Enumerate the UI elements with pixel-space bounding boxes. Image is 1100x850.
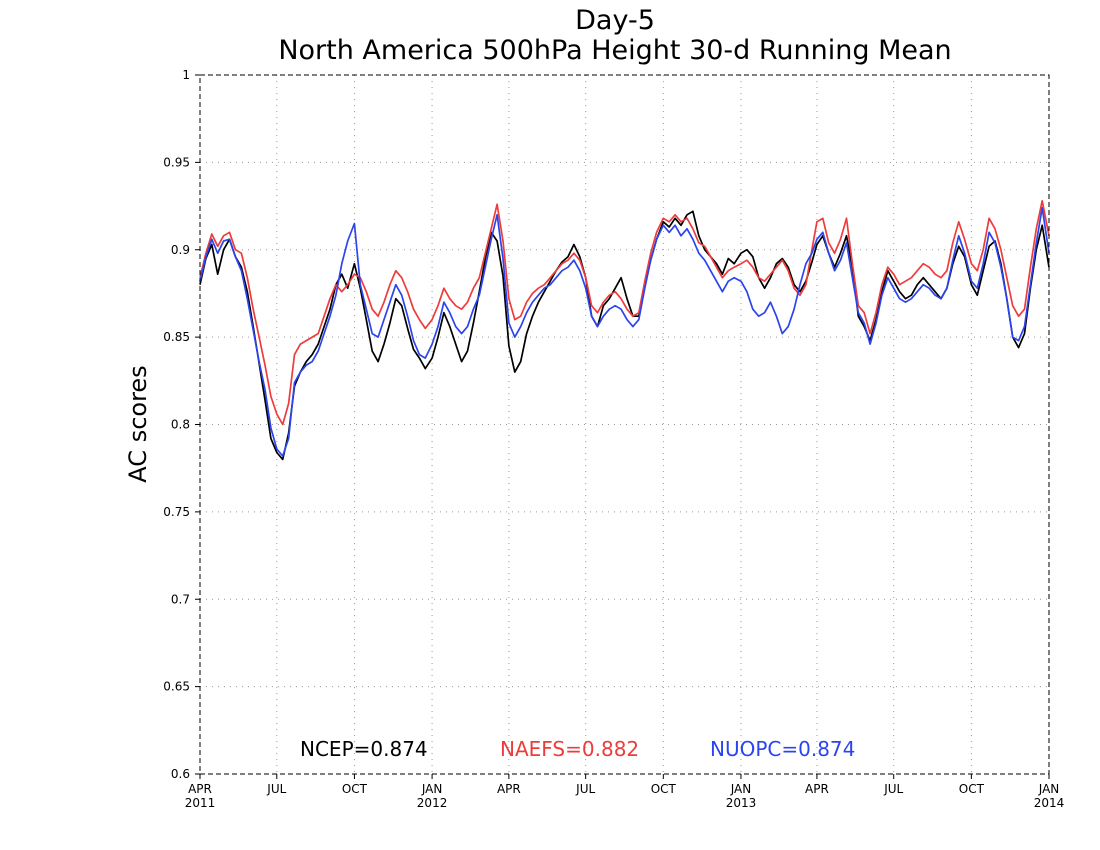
x-tick-year-label: 2011 — [185, 796, 216, 810]
x-tick-label: APR — [497, 782, 521, 796]
x-tick-year-label: 2014 — [1034, 796, 1065, 810]
x-tick-year-label: 2013 — [726, 796, 757, 810]
y-tick-label: 0.65 — [163, 680, 190, 694]
x-tick-label: OCT — [959, 782, 985, 796]
y-tick-label: 0.75 — [163, 505, 190, 519]
y-tick-label: 0.85 — [163, 330, 190, 344]
series-line-naefs — [199, 199, 1050, 426]
x-tick-label: JAN — [421, 782, 443, 796]
series-line-nuopc — [199, 206, 1050, 457]
x-tick-label: APR — [188, 782, 212, 796]
x-tick-label: JAN — [730, 782, 752, 796]
legend-entry-nuopc: NUOPC=0.874 — [710, 737, 855, 761]
x-tick-label: JAN — [1038, 782, 1060, 796]
legend-entry-ncep: NCEP=0.874 — [300, 737, 428, 761]
legend-entry-naefs: NAEFS=0.882 — [500, 737, 639, 761]
x-tick-label: OCT — [651, 782, 677, 796]
legend: NCEP=0.874 NAEFS=0.882 NUOPC=0.874 — [300, 737, 855, 761]
y-tick-label: 0.8 — [171, 418, 190, 432]
y-tick-label: 0.6 — [171, 767, 190, 781]
x-tick-label: APR — [805, 782, 829, 796]
x-tick-label: OCT — [342, 782, 368, 796]
x-tick-year-label: 2012 — [417, 796, 448, 810]
x-tick-label: JUL — [266, 782, 286, 796]
y-tick-label: 0.95 — [163, 155, 190, 169]
chart-title: Day-5 — [575, 5, 655, 36]
series-line-ncep — [199, 210, 1050, 461]
plot-frame — [199, 74, 1050, 775]
chart-subtitle: North America 500hPa Height 30-d Running… — [278, 35, 951, 66]
x-tick-label: JUL — [575, 782, 595, 796]
y-ticks: 0.6 0.65 0.7 0.75 0.8 0.85 0.9 0.95 1 — [163, 68, 200, 781]
x-tick-label: JUL — [883, 782, 903, 796]
y-axis-label: AC scores — [124, 365, 152, 482]
y-tick-label: 0.7 — [171, 592, 190, 606]
y-tick-label: 1 — [182, 68, 190, 82]
y-tick-label: 0.9 — [171, 243, 190, 257]
grid — [200, 75, 1049, 774]
series-layer — [199, 199, 1050, 461]
